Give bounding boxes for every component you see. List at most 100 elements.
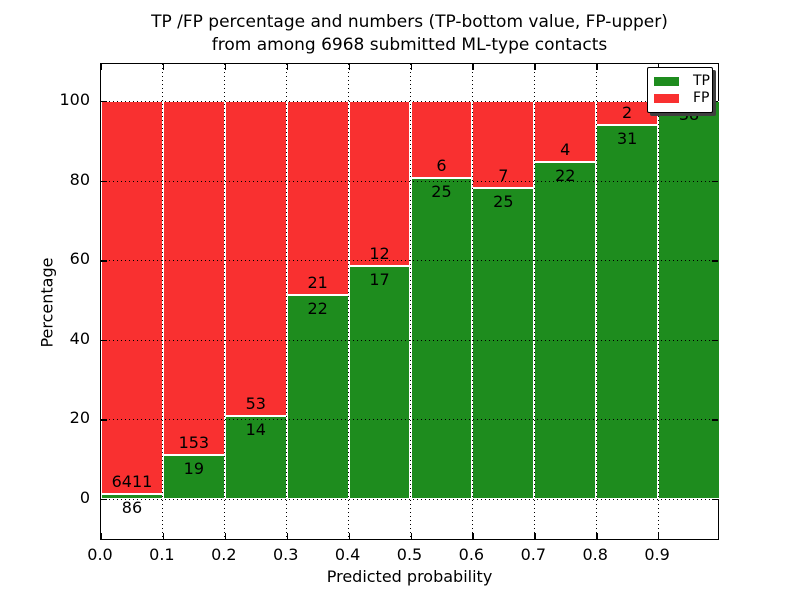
fp-count-label: 21 [307, 273, 328, 293]
x-tick-label: 0.1 [149, 545, 175, 564]
y-gridline [101, 101, 718, 102]
fp-swatch [654, 94, 679, 103]
x-tick [596, 64, 598, 70]
x-gridline [533, 64, 535, 539]
fp-count-label: 53 [245, 393, 266, 413]
plot-area: 6411 86 153 19 53 14 21 22 12 17 6 25 7 25 4 22 2 31 38 [100, 63, 720, 540]
x-gridline [286, 64, 288, 539]
x-tick [348, 64, 350, 70]
x-tick [286, 533, 289, 539]
x-gridline [162, 64, 164, 539]
tp-bar-segment [348, 265, 411, 499]
y-tick [101, 339, 107, 342]
x-tick-label: 0.8 [582, 545, 608, 564]
x-tick-label: 0.2 [211, 545, 237, 564]
tp-bar-segment [472, 188, 535, 499]
tp-bar-segment [596, 125, 659, 499]
x-tick-label: 0.0 [87, 545, 113, 564]
y-gridline [101, 260, 718, 262]
tp-bar-segment [658, 101, 720, 499]
y-tick [712, 339, 718, 342]
fp-bar-segment [286, 101, 349, 296]
x-tick [410, 533, 412, 539]
x-gridline [595, 64, 597, 539]
y-tick [712, 419, 718, 421]
x-tick-label: 0.6 [458, 545, 485, 564]
x-tick [348, 533, 350, 539]
legend-entry-label: FP [693, 90, 710, 106]
x-tick [596, 533, 598, 539]
tp-count-label: 86 [121, 497, 143, 517]
x-axis-label: Predicted probability [326, 567, 493, 586]
tp-bar-segment [534, 162, 597, 499]
y-tick [712, 101, 718, 103]
fp-count-label: 12 [369, 243, 390, 263]
tp-count-label: 31 [616, 129, 638, 149]
y-tick [101, 101, 107, 103]
tp-count-label: 19 [183, 459, 205, 479]
y-tick-label: 0 [79, 488, 90, 507]
fp-bar-segment [162, 101, 225, 456]
x-tick-label: 0.4 [334, 545, 361, 564]
x-tick [162, 533, 165, 539]
x-tick [101, 533, 103, 539]
y-tick-label: 80 [69, 169, 90, 189]
tp-bar-segment [410, 178, 473, 499]
x-tick [101, 64, 103, 70]
tp-count-label: 14 [245, 419, 266, 439]
y-tick-label: 20 [69, 408, 90, 428]
x-gridline [348, 64, 350, 539]
x-gridline [224, 64, 226, 539]
x-tick [162, 64, 165, 70]
y-tick [712, 180, 718, 182]
x-tick [472, 533, 474, 539]
x-tick [224, 64, 227, 70]
tp-count-label: 25 [493, 192, 514, 212]
fp-bar-segment [224, 101, 287, 416]
fp-count-label: 6 [436, 156, 447, 176]
x-tick-label: 0.9 [644, 545, 670, 564]
y-tick-label: 60 [69, 249, 90, 269]
x-tick [658, 533, 660, 539]
legend: TP FP [647, 67, 713, 113]
chart-title-line1: TP /FP percentage and numbers (TP-bottom… [151, 12, 668, 32]
tp-swatch [654, 77, 679, 86]
legend-entry: TP [654, 74, 710, 89]
legend-entry: FP [654, 91, 710, 106]
tp-bar-segment [162, 455, 225, 499]
y-tick [712, 499, 718, 501]
x-tick-label: 0.3 [272, 545, 299, 564]
x-tick [224, 533, 227, 539]
tp-count-label: 17 [369, 269, 390, 289]
y-tick [101, 499, 107, 501]
fp-count-label: 7 [498, 166, 509, 186]
tp-count-label: 22 [555, 166, 576, 186]
y-tick [101, 260, 107, 262]
fp-count-label: 6411 [111, 471, 153, 491]
y-axis-label: Percentage [37, 257, 57, 348]
x-tick [472, 64, 474, 70]
y-tick-label: 100 [59, 90, 90, 109]
x-tick-label: 0.5 [396, 545, 423, 564]
y-gridline [101, 419, 718, 421]
fp-count-label: 153 [178, 433, 210, 453]
x-gridline [410, 64, 411, 539]
x-tick [286, 64, 289, 70]
fp-bar-segment [101, 101, 163, 494]
x-tick [534, 64, 536, 70]
y-tick [712, 260, 718, 262]
tp-count-label: 25 [431, 182, 452, 202]
x-gridline [471, 64, 473, 539]
x-gridline [657, 64, 659, 539]
tp-count-label: 22 [307, 299, 328, 319]
x-tick-label: 0.7 [520, 545, 547, 564]
y-gridline [101, 499, 718, 500]
y-gridline [101, 339, 718, 341]
fp-count-label: 2 [622, 103, 633, 123]
fp-bar-segment [348, 101, 411, 266]
y-tick [101, 419, 107, 421]
legend-entry-label: TP [693, 73, 710, 89]
fp-bar-segment [472, 101, 535, 189]
x-tick [410, 64, 412, 70]
